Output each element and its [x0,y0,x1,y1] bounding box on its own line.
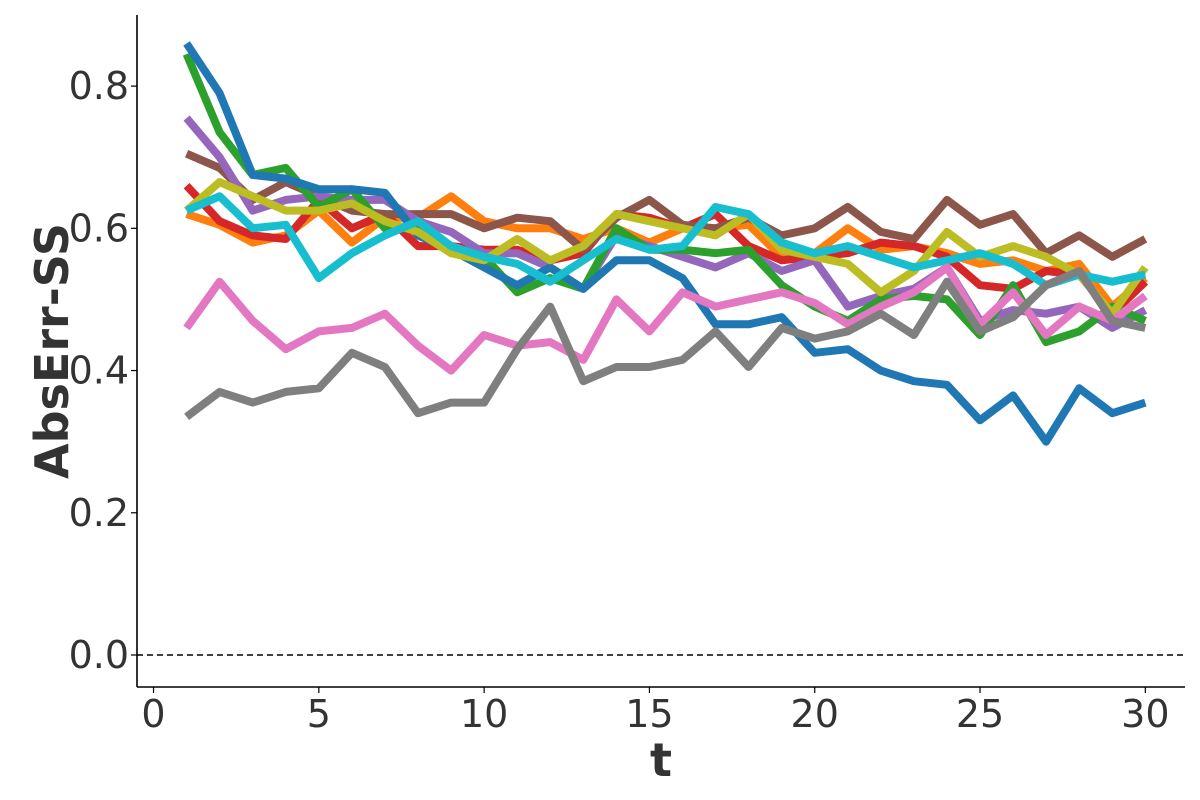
series-line-6 [183,41,1147,446]
x-axis-title: t [650,733,672,787]
x-tick-label: 20 [791,692,839,736]
series-line-1 [185,192,1148,311]
y-tick-label: 0.0 [69,633,129,677]
y-tick-label: 0.4 [69,349,129,393]
y-axis-title: AbsErr-SS [25,223,79,479]
x-tick-label: 0 [141,692,165,736]
y-tick-label: 0.6 [69,206,129,250]
y-tick-label: 0.2 [69,491,129,535]
series-layer [182,41,1149,446]
x-tick-label: 25 [956,692,1004,736]
x-axis-ticks: 0 5 10 15 20 25 30 [141,687,1170,736]
series-line-9 [183,263,1148,375]
series-line-10 [184,267,1147,420]
x-tick-label: 5 [307,692,331,736]
y-tick-label: 0.8 [69,64,129,108]
y-axis-ticks: 0.0 0.2 0.4 0.6 0.8 [69,64,137,677]
x-tick-label: 30 [1121,692,1169,736]
x-tick-label: 15 [625,692,673,736]
x-tick-label: 10 [460,692,508,736]
series-line-8 [185,192,1147,290]
